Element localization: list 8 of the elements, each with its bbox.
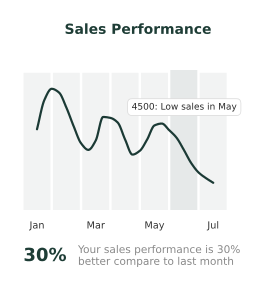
text: Your sales performance is 30% better compare to last month [78, 244, 240, 268]
x-tick-label: Jan [29, 221, 44, 230]
x-tick-label: May [145, 221, 164, 231]
annotation: 4500: Low sales in May [132, 102, 237, 112]
x-tick-label: Mar [88, 221, 105, 229]
chart-title: Sales Performance [66, 23, 211, 34]
text: 30% [24, 248, 66, 262]
x-tick-label: Jul [206, 221, 218, 230]
